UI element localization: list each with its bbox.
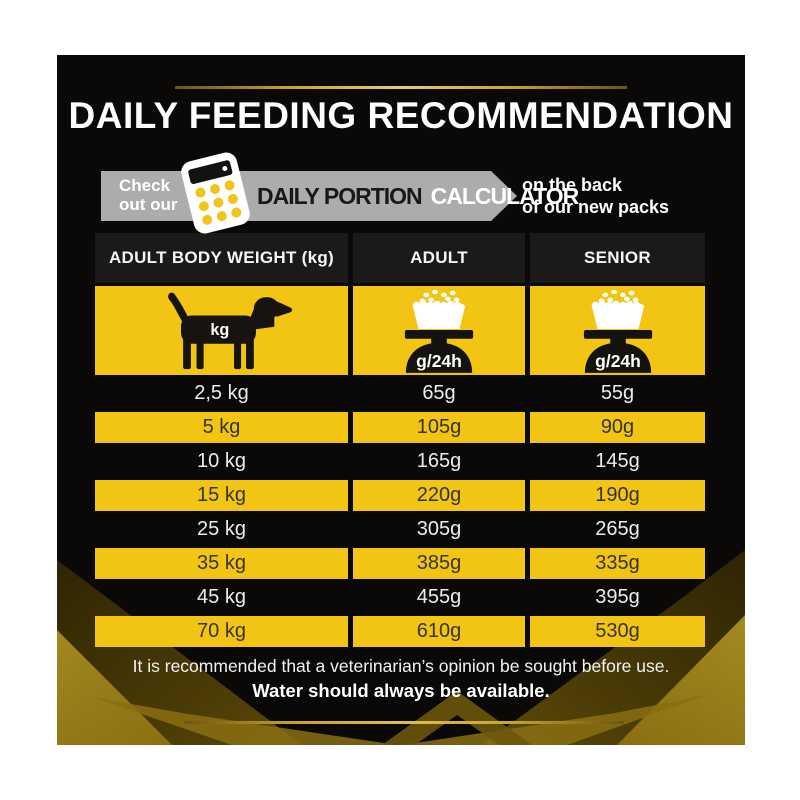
table-cell-weight: 45 kg (197, 586, 246, 608)
table-cell-weight: 15 kg (95, 480, 348, 511)
table-cell-weight: 10 kg (197, 450, 246, 472)
dog-kg-label: kg (210, 321, 229, 339)
top-gold-divider (175, 86, 627, 89)
table-cell-weight: 5 kg (95, 412, 348, 443)
table-cell-senior: 90g (530, 412, 705, 443)
table-cell-weight: 70 kg (95, 616, 348, 647)
dog-silhouette-icon: kg (167, 292, 292, 369)
calculator-promo-banner: Check out our DAILY PORTION CALCULATOR o… (57, 152, 745, 234)
food-bowl-scale-icon: g/24h (583, 289, 652, 373)
calculator-label: CALCULATOR (430, 182, 580, 209)
senior-scale-label: g/24h (595, 351, 641, 371)
col-header-body-weight: ADULT BODY WEIGHT (kg) (95, 233, 348, 283)
page-title: DAILY FEEDING RECOMMENDATION (68, 95, 734, 136)
feeding-table: ADULT BODY WEIGHT (kg) ADULT SENIOR (95, 233, 705, 647)
bottom-gold-divider (184, 721, 624, 724)
table-cell-senior: 265g (595, 518, 640, 540)
table-cell-senior: 395g (595, 586, 640, 608)
daily-portion-label: DAILY PORTION (257, 182, 423, 209)
table-cell-weight: 35 kg (95, 548, 348, 579)
adult-scale-cell: g/24h (353, 286, 525, 375)
table-cell-adult: 65g (422, 382, 456, 404)
table-cell-adult: 105g (353, 412, 525, 443)
calculator-icon (181, 152, 250, 234)
table-cell-adult: 305g (416, 518, 462, 540)
table-cell-senior: 145g (595, 450, 640, 472)
col-header-senior: SENIOR (530, 233, 705, 283)
water-advisory-text: Water should always be available. (252, 680, 550, 701)
check-out-our-label: Check out our (119, 176, 178, 214)
table-cell-weight: 2,5 kg (194, 382, 249, 404)
check-line2: out our (119, 195, 178, 215)
table-cell-senior: 530g (530, 616, 705, 647)
table-cell-weight: 25 kg (197, 518, 246, 540)
table-cell-adult: 610g (353, 616, 525, 647)
table-cell-senior: 55g (600, 382, 635, 404)
on-the-back-label: on the back of our new packs (522, 175, 669, 218)
dog-icon-cell: kg (95, 286, 348, 375)
table-cell-adult: 220g (353, 480, 525, 511)
banner-right-line2: of our new packs (522, 196, 670, 217)
calculator-screen-dot (221, 165, 228, 172)
table-cell-adult: 455g (416, 586, 462, 608)
col-header-adult: ADULT (353, 233, 525, 283)
senior-scale-cell: g/24h (530, 286, 705, 375)
gray-arrow-ribbon (101, 171, 517, 221)
table-cell-adult: 165g (416, 450, 462, 472)
calculator-buttons (193, 179, 242, 226)
table-cell-senior: 190g (530, 480, 705, 511)
check-line1: Check (119, 176, 171, 195)
veterinarian-advisory-text: It is recommended that a veterinarian’s … (132, 656, 670, 676)
table-cell-adult: 385g (353, 548, 525, 579)
adult-scale-label: g/24h (416, 351, 462, 371)
banner-right-line1: on the back (522, 175, 623, 195)
daily-portion-calculator-label: DAILY PORTION CALCULATOR (257, 168, 580, 224)
food-bowl-scale-icon: g/24h (404, 289, 474, 373)
table-cell-senior: 335g (530, 548, 705, 579)
black-panel: DAILY FEEDING RECOMMENDATION Check out o… (57, 55, 745, 745)
